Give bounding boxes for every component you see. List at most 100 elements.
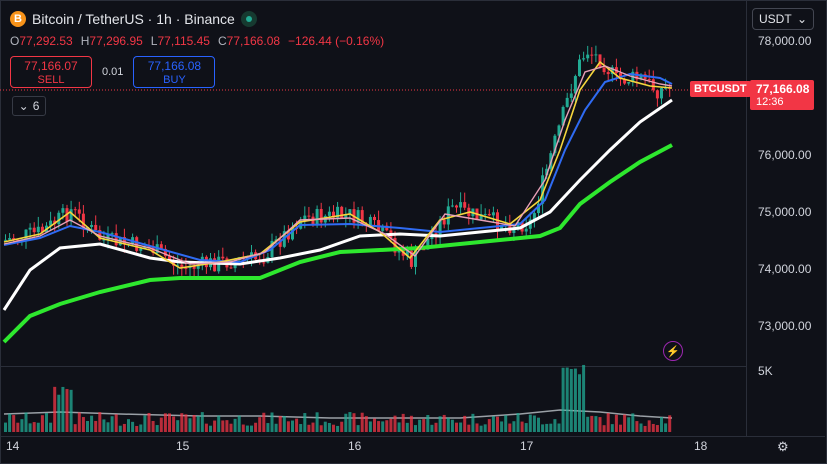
volume-bar	[106, 422, 110, 432]
volume-bar	[36, 422, 40, 432]
sell-label: SELL	[37, 73, 65, 86]
volume-bar	[286, 421, 290, 432]
volume-bar	[118, 425, 122, 432]
candle-body	[594, 54, 598, 56]
candle-body	[172, 260, 176, 266]
volume-bar	[405, 422, 409, 432]
lightning-icon[interactable]: ⚡	[663, 341, 683, 361]
candle-body	[664, 87, 668, 89]
candle-body	[184, 267, 188, 269]
volume-bar	[397, 422, 401, 432]
volume-bar	[204, 423, 208, 432]
candle-body	[28, 227, 32, 230]
candle-body	[196, 265, 200, 269]
volume-bar	[344, 413, 348, 432]
volume-bar	[241, 424, 245, 432]
price-axis-panel[interactable]	[746, 0, 826, 436]
ma-line-yellow	[3, 60, 673, 269]
sell-button[interactable]: 77,166.07 SELL	[10, 56, 92, 88]
buy-price: 77,166.08	[147, 58, 202, 73]
volume-bar	[176, 420, 180, 432]
candle-body	[32, 227, 36, 233]
volume-bar	[307, 424, 311, 432]
candle-body	[590, 54, 594, 56]
volume-bar	[467, 424, 471, 432]
candle-body	[360, 210, 364, 224]
candle-body	[442, 219, 446, 225]
volume-bar	[135, 425, 139, 432]
volume-bar	[98, 412, 102, 432]
volume-bar	[127, 419, 130, 432]
volume-bar	[151, 420, 155, 432]
volume-bar	[8, 413, 12, 432]
volume-bar	[368, 421, 372, 432]
volume-bar	[573, 368, 577, 432]
volume-bar	[20, 419, 24, 432]
volume-bar	[553, 419, 557, 432]
indicator-count: 6	[32, 99, 40, 113]
candle-body	[569, 93, 573, 98]
buy-button[interactable]: 77,166.08 BUY	[133, 56, 216, 88]
volume-bar	[475, 423, 479, 432]
candle-body	[135, 237, 139, 251]
volume-bar	[81, 417, 85, 432]
ma-line-pink	[3, 65, 673, 265]
time-tick: 18	[694, 439, 708, 453]
candle-body	[336, 206, 340, 218]
volume-bar	[221, 420, 225, 432]
volume-bar	[500, 421, 504, 432]
volume-bar	[590, 415, 594, 432]
volume-bar	[274, 423, 278, 432]
volume-bar	[455, 422, 458, 432]
candle-body	[459, 202, 463, 208]
symbol-title[interactable]: Bitcoin / TetherUS · 1h · Binance	[32, 11, 235, 27]
candle-body	[200, 256, 204, 266]
candle-body	[578, 59, 581, 77]
volume-bar	[143, 415, 147, 432]
indicators-toggle-button[interactable]: ⌄ 6	[12, 96, 46, 116]
bar-countdown: 12:36	[756, 96, 784, 108]
volume-bar	[491, 416, 495, 432]
ohlc-close: C77,166.08	[217, 34, 281, 48]
volume-bar	[131, 421, 135, 432]
candle-body	[8, 238, 12, 240]
candle-body	[356, 210, 360, 223]
candle-body	[586, 54, 590, 59]
volume-bar	[565, 367, 569, 432]
buy-label: BUY	[163, 73, 186, 86]
currency-select[interactable]: USDT ⌄	[752, 8, 814, 30]
candle-body	[303, 215, 307, 221]
live-dot-icon	[240, 11, 257, 27]
volume-bar	[660, 417, 663, 432]
candle-body	[180, 264, 184, 268]
volume-bar	[61, 386, 65, 432]
time-axis-panel[interactable]	[0, 436, 825, 463]
gear-icon[interactable]: ⚙	[777, 439, 789, 454]
volume-bar	[569, 368, 573, 432]
volume-bar	[385, 420, 389, 432]
volume-bar	[254, 422, 258, 432]
volume-bar	[180, 413, 184, 432]
candle-body	[545, 168, 549, 176]
volume-bar	[200, 412, 204, 432]
volume-bar	[69, 389, 73, 432]
candle-body	[438, 219, 442, 238]
volume-bar	[16, 422, 20, 432]
volume-bar	[664, 423, 668, 432]
volume-bar	[311, 422, 315, 432]
volume-bar	[381, 421, 385, 432]
candle-body	[487, 213, 491, 216]
volume-bar	[217, 415, 221, 432]
candle-body	[639, 74, 643, 80]
volume-bar	[77, 412, 81, 432]
volume-bar	[295, 418, 299, 432]
candle-body	[479, 214, 483, 220]
candle-body	[94, 224, 98, 231]
volume-bar	[647, 420, 651, 432]
volume-bar	[163, 413, 167, 432]
volume-bar	[512, 421, 516, 432]
candle-body	[450, 205, 454, 207]
candle-body	[606, 72, 610, 75]
candle-body	[541, 175, 545, 204]
